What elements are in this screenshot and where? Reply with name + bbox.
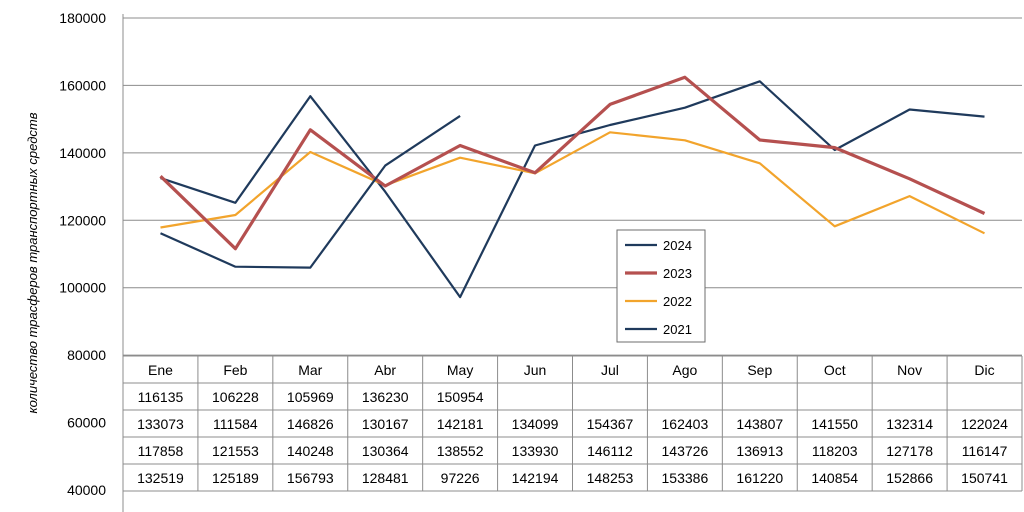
table-cell: 125189 <box>212 470 259 486</box>
table-cell: 148253 <box>587 470 634 486</box>
y-tick-label: 40000 <box>67 482 106 498</box>
series-lines <box>159 75 986 299</box>
y-tick-label: 160000 <box>59 77 106 93</box>
table-cell: 121553 <box>212 443 259 459</box>
y-tick-label: 80000 <box>67 347 106 363</box>
table-cell: 161220 <box>736 470 783 486</box>
table-cell: 146826 <box>287 416 334 432</box>
table-cell: 111584 <box>213 416 258 432</box>
legend-box <box>616 229 706 343</box>
table-cell: 146112 <box>587 443 633 459</box>
legend-label: 2022 <box>663 294 692 309</box>
legend: 2024 2023 2022 2021 <box>616 229 706 343</box>
table-cell: 156793 <box>287 470 334 486</box>
table-cell: 136230 <box>362 389 409 405</box>
x-tick-label: Nov <box>897 362 922 378</box>
x-tick-label: Dic <box>974 362 994 378</box>
table-cell: 133930 <box>512 443 559 459</box>
table-cell: 143807 <box>736 416 783 432</box>
y-tick-label: 140000 <box>59 145 106 161</box>
y-tick-label: 100000 <box>59 280 106 296</box>
x-tick-label: Ago <box>672 362 697 378</box>
x-tick-label: Jul <box>601 362 619 378</box>
table-cell: 132519 <box>137 470 184 486</box>
table-cell: 142181 <box>437 416 484 432</box>
table-cell: 142194 <box>512 470 559 486</box>
table-cell: 154367 <box>587 416 634 432</box>
legend-label: 2021 <box>663 322 692 337</box>
x-tick-label: Mar <box>298 362 322 378</box>
table-cell: 153386 <box>662 470 709 486</box>
table-cell: 105969 <box>287 389 334 405</box>
y-tick-label: 120000 <box>59 212 106 228</box>
table-cell: 97226 <box>441 470 480 486</box>
y-tick-label: 180000 <box>59 10 106 26</box>
table-cell: 118203 <box>812 443 858 459</box>
table-cell: 116135 <box>138 389 184 405</box>
x-tick-label: Sep <box>747 362 772 378</box>
table-cell: 133073 <box>137 416 184 432</box>
y-axis-label: количество трасферов транспортных средст… <box>25 112 40 413</box>
x-tick-label: Jun <box>524 362 547 378</box>
table-cell: 140854 <box>811 470 858 486</box>
x-tick-label: May <box>447 362 473 378</box>
table-cell: 117858 <box>138 443 184 459</box>
x-tick-label: Feb <box>223 362 247 378</box>
table-cell: 162403 <box>662 416 709 432</box>
table-cell: 140248 <box>287 443 334 459</box>
table-cell: 122024 <box>961 416 1008 432</box>
table-cell: 141550 <box>811 416 858 432</box>
y-axis-ticks: 40000 60000 80000 100000 120000 140000 160000 1… <box>59 10 106 498</box>
table-cell: 127178 <box>886 443 933 459</box>
table-cell: 150954 <box>437 389 484 405</box>
series-line-2021 <box>160 80 985 299</box>
table-cell: 152866 <box>886 470 933 486</box>
legend-label: 2024 <box>663 238 692 253</box>
legend-label: 2023 <box>663 266 692 281</box>
table-cell: 130364 <box>362 443 409 459</box>
table-cell: 106228 <box>212 389 259 405</box>
x-tick-label: Ene <box>148 362 173 378</box>
table-cell: 136913 <box>736 443 783 459</box>
table-cell: 132314 <box>886 416 933 432</box>
data-table: Ene Feb Mar Abr May Jun Jul Ago Sep Oct Nov Dic 1161… <box>122 355 1023 492</box>
series-line-2024 <box>160 114 461 269</box>
table-cell: 134099 <box>512 416 559 432</box>
table-cell: 150741 <box>961 470 1008 486</box>
table-cell: 138552 <box>437 443 484 459</box>
x-tick-label: Oct <box>824 362 846 378</box>
y-tick-label: 60000 <box>67 415 106 431</box>
x-tick-label: Abr <box>374 362 396 378</box>
table-cell: 128481 <box>362 470 409 486</box>
series-line-2023 <box>159 75 986 251</box>
table-cell: 116147 <box>962 443 1008 459</box>
series-line-2022 <box>160 131 985 235</box>
table-cell: 130167 <box>362 416 409 432</box>
table-cell: 143726 <box>662 443 709 459</box>
